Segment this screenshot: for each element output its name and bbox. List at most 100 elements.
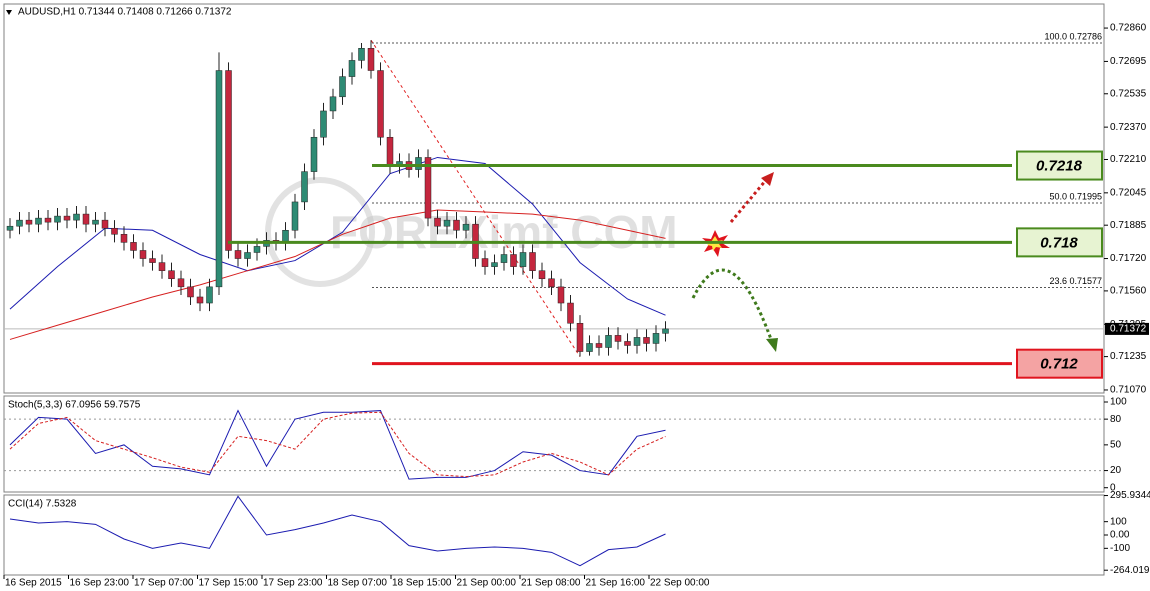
candle-body	[168, 270, 175, 280]
indicator-line	[9, 411, 666, 478]
fib-label: 23.6 0.71577	[1049, 276, 1102, 286]
candle-body	[595, 343, 603, 348]
y-tick-label: 0.00	[1110, 530, 1130, 541]
y-tick-label: 0.72370	[1110, 122, 1147, 133]
y-tick-label: 0.71720	[1110, 253, 1147, 264]
candle-body	[548, 278, 555, 288]
symbol-header: AUDUSD,H1 0.71344 0.71408 0.71266 0.7137…	[18, 7, 232, 18]
candle-body	[101, 219, 109, 229]
x-tick-label: 16 Sep 23:00	[70, 578, 130, 589]
candle-body	[538, 270, 546, 280]
y-tick-label: 295.9344	[1110, 490, 1150, 501]
candle-body	[662, 328, 669, 334]
y-tick-label: 0.72535	[1110, 88, 1147, 99]
candle-body	[519, 252, 527, 267]
candle-body	[643, 337, 650, 344]
candle-body	[44, 217, 52, 223]
candle-body	[291, 201, 299, 231]
moving-average	[9, 209, 666, 340]
candle-body	[111, 227, 118, 235]
candle-body	[614, 335, 622, 342]
candle-body	[16, 219, 23, 227]
x-tick-label: 21 Sep 08:00	[521, 578, 581, 589]
candle-body	[329, 96, 337, 112]
last-price-label: 0.71372	[1110, 324, 1147, 335]
candle-body	[149, 258, 156, 263]
menu-triangle	[6, 10, 12, 15]
y-tick-label: 80	[1110, 414, 1122, 425]
level-box	[1016, 227, 1103, 258]
candle-body	[282, 229, 289, 243]
fib-label: 100.0 0.72786	[1044, 31, 1102, 41]
candle-body	[206, 286, 213, 304]
stoch-panel	[3, 395, 1105, 493]
y-tick-label: 0.71885	[1110, 220, 1147, 231]
candle-body	[92, 219, 99, 225]
x-tick-label: 17 Sep 23:00	[263, 578, 323, 589]
x-tick-label: 22 Sep 00:00	[650, 578, 710, 589]
candle-body	[54, 215, 61, 223]
y-tick-label: 50	[1110, 439, 1122, 450]
candle-body	[605, 335, 612, 348]
level-box	[1016, 150, 1103, 181]
candle-body	[244, 252, 251, 259]
candle-body	[215, 70, 223, 288]
x-tick-label: 18 Sep 07:00	[328, 578, 388, 589]
y-tick-label: 0.72860	[1110, 23, 1147, 34]
candle-body	[576, 322, 584, 352]
candle-body	[415, 157, 422, 170]
candle-body	[301, 171, 308, 203]
candle-body	[339, 76, 346, 98]
y-tick-label: 0.72045	[1110, 187, 1147, 198]
candle-body	[358, 48, 365, 61]
candle-body	[225, 70, 232, 251]
y-tick-label: 20	[1110, 465, 1122, 476]
y-tick-label: 0.71560	[1110, 286, 1147, 297]
level-box	[1016, 348, 1103, 379]
level-label: 0.718	[1040, 234, 1078, 251]
candle-body	[63, 215, 71, 221]
candle-body	[158, 262, 166, 271]
candle-body	[491, 262, 498, 267]
candle-body	[633, 337, 641, 346]
y-tick-label: 0.71070	[1110, 385, 1147, 396]
x-tick-label: 21 Sep 00:00	[457, 578, 517, 589]
indicator-line	[9, 495, 666, 567]
candle-body	[120, 234, 128, 243]
candle-body	[187, 286, 194, 298]
x-tick-label: 18 Sep 15:00	[392, 578, 452, 589]
y-tick-label: 0.71235	[1110, 351, 1147, 362]
cci-title: CCI(14) 7.5328	[8, 499, 77, 510]
y-tick-label: -100	[1110, 543, 1130, 554]
x-tick-label: 17 Sep 15:00	[199, 578, 259, 589]
fib-label: 50.0 0.71995	[1049, 191, 1102, 201]
y-tick-label: 0	[1110, 482, 1116, 493]
candle-body	[500, 254, 508, 263]
y-tick-label: 0.72695	[1110, 56, 1147, 67]
candle-body	[443, 219, 451, 227]
candle-body	[481, 258, 489, 267]
candle-body	[624, 341, 631, 346]
y-tick-label: -264.0196	[1110, 565, 1150, 576]
candle-body	[462, 223, 470, 231]
candle-body	[424, 157, 432, 219]
candle-body	[35, 217, 42, 225]
candle-body	[348, 60, 356, 77]
candle-body	[177, 278, 185, 288]
stoch-title: Stoch(5,3,3) 67.0956 59.7575	[8, 400, 141, 411]
y-tick-label: 0.72210	[1110, 154, 1147, 165]
watermark-logo: FOREXimf.COM	[265, 177, 678, 287]
x-tick-label: 21 Sep 16:00	[586, 578, 646, 589]
candle-body	[73, 213, 80, 221]
candle-body	[25, 219, 33, 225]
candle-body	[320, 110, 327, 138]
candle-body	[139, 250, 147, 259]
x-tick-label: 17 Sep 07:00	[134, 578, 194, 589]
candle-body	[557, 286, 565, 304]
candle-body	[434, 217, 441, 227]
candle-body	[253, 246, 261, 253]
level-label: 0.712	[1040, 356, 1078, 373]
candle-body	[586, 343, 593, 352]
